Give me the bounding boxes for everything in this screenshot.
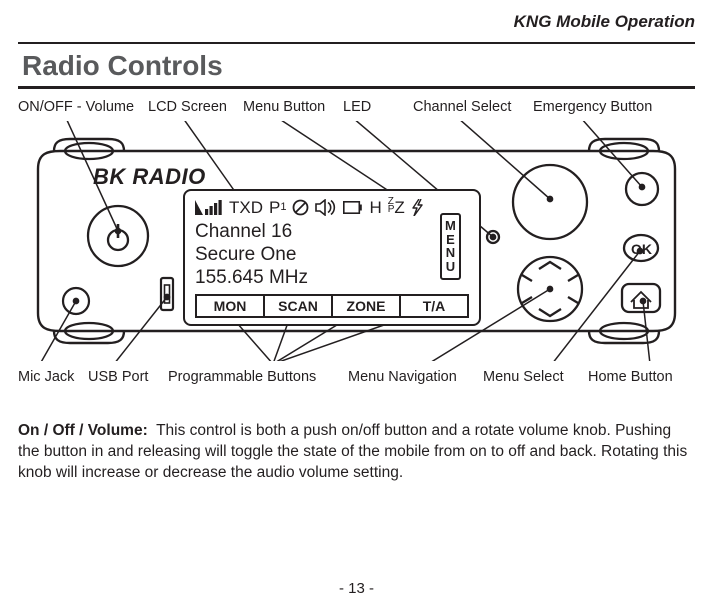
label-programmable-buttons: Programmable Buttons [168, 369, 316, 385]
softkey-mon[interactable]: MON [195, 294, 265, 318]
radio-diagram: BK RADIO TXD P1 [18, 121, 695, 361]
body-paragraph: On / Off / Volume: This control is both … [18, 421, 695, 484]
lcd-screen: TXD P1 [183, 189, 481, 326]
label-onoff-volume: ON/OFF - Volume [18, 99, 134, 115]
label-emergency-button: Emergency Button [533, 99, 652, 115]
screen-line-1: Channel 16 [195, 220, 469, 243]
clear-icon [292, 199, 309, 216]
ok-button-label: OK [631, 241, 652, 257]
screen-status-row: TXD P1 [195, 196, 469, 218]
txd-indicator: TXD [229, 199, 263, 216]
label-channel-select: Channel Select [413, 99, 511, 115]
section-title: Radio Controls [22, 50, 695, 82]
home-button[interactable] [622, 284, 660, 312]
p1-indicator: P1 [269, 199, 286, 216]
label-mic-jack: Mic Jack [18, 369, 74, 385]
screen-line-2: Secure One [195, 243, 469, 266]
running-head: KNG Mobile Operation [18, 12, 695, 32]
softkey-scan[interactable]: SCAN [265, 294, 333, 318]
label-menu-navigation: Menu Navigation [348, 369, 457, 385]
label-menu-select: Menu Select [483, 369, 564, 385]
screen-line-3: 155.645 MHz [195, 266, 469, 289]
priority-icon [411, 199, 423, 216]
title-underline [18, 86, 695, 89]
speaker-icon [315, 199, 337, 216]
page-number: - 13 - [0, 580, 713, 597]
zone-program-indicator: Z P Z [388, 199, 405, 216]
menu-button[interactable]: MENU [440, 213, 461, 280]
battery-icon [343, 201, 363, 214]
label-lcd-screen: LCD Screen [148, 99, 227, 115]
label-usb-port: USB Port [88, 369, 148, 385]
body-heading: On / Off / Volume: [18, 422, 148, 439]
brand-label: BK RADIO [93, 164, 206, 190]
top-rule [18, 42, 695, 44]
label-led: LED [343, 99, 371, 115]
softkey-zone[interactable]: ZONE [333, 294, 401, 318]
softkey-ta[interactable]: T/A [401, 294, 469, 318]
label-home-button: Home Button [588, 369, 673, 385]
top-callout-row: ON/OFF - Volume LCD Screen Menu Button L… [18, 99, 695, 121]
h-indicator: H [369, 199, 381, 216]
softkey-row: MON SCAN ZONE T/A [195, 294, 469, 318]
bottom-callout-row: Mic Jack USB Port Programmable Buttons M… [18, 369, 695, 391]
signal-icon [195, 200, 223, 215]
label-menu-button: Menu Button [243, 99, 325, 115]
